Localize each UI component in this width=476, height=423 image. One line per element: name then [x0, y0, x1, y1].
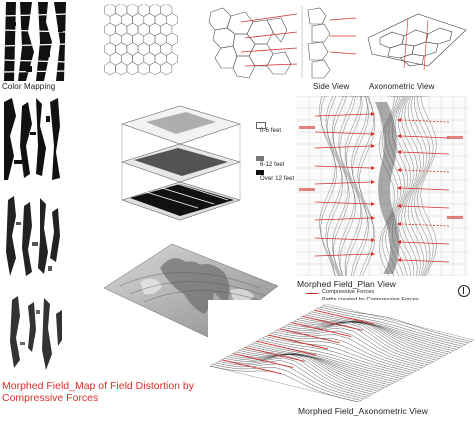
color-mapping-strip-2: [2, 96, 64, 182]
axonometric-bottom-label: Morphed Field_Axonometric View: [298, 406, 428, 416]
layer-stack-diagram: [116, 104, 256, 222]
plan-view-label: Morphed Field_Plan View: [297, 279, 397, 289]
legend-line-compressive: [306, 293, 318, 294]
title-part-b: Map of Field Distortion by: [74, 380, 195, 392]
hex-grid-plan: [104, 4, 188, 78]
legend-swatch-3: [256, 170, 264, 175]
legend-label-3: Over 12 feet: [260, 176, 295, 182]
legend-label-1: 0-6 feet: [260, 128, 282, 134]
axonometric-view-label: Axonometric View: [369, 82, 435, 91]
morphed-field-axonometric: [208, 300, 476, 404]
axonometric-hex-view: [358, 8, 470, 80]
color-mapping-strip-1: [2, 2, 68, 81]
page-title: Morphed Field_Map of Field Distortion by…: [2, 380, 232, 404]
title-line-2: Compressive Forces: [2, 392, 99, 404]
morphed-field-plan-view: [297, 96, 469, 276]
legend-swatch-2: [256, 156, 264, 161]
north-arrow-icon: [458, 285, 470, 297]
legend-label-2: 6-12 feet: [260, 162, 285, 168]
title-part-a: Morphed Field_: [2, 380, 75, 392]
side-view-diagram: [300, 2, 358, 80]
color-mapping-strip-3: [2, 192, 64, 280]
color-mapping-label: Color Mapping: [2, 82, 56, 91]
legend-swatch-1: [256, 122, 266, 129]
side-view-label: Side View: [313, 82, 350, 91]
color-mapping-strip-4: [2, 290, 66, 374]
legend-label-compressive: Compressive Forces: [322, 289, 375, 295]
distorted-hex-plan: [201, 2, 301, 80]
